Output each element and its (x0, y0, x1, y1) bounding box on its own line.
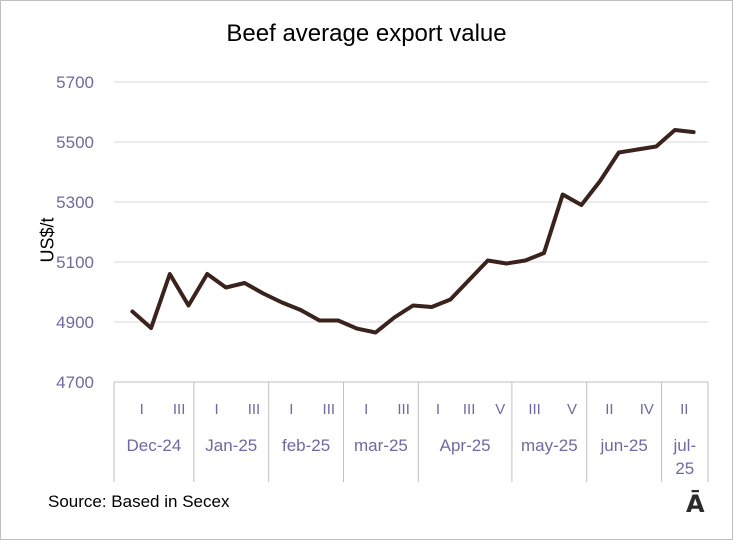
data-point (336, 319, 340, 322)
x-tick-label: IV (640, 401, 654, 418)
x-tick-label: II (605, 401, 613, 418)
data-point (280, 301, 284, 304)
data-point (374, 331, 378, 334)
y-tick-label: 5500 (56, 133, 94, 152)
x-group-label: may-25 (521, 436, 578, 455)
x-group-label: feb-25 (282, 436, 330, 455)
chart-title: Beef average export value (226, 20, 507, 47)
x-tick-label: III (397, 401, 410, 418)
data-point (186, 304, 190, 307)
data-point (542, 251, 546, 255)
data-point (205, 272, 209, 276)
x-tick-label: I (364, 401, 368, 418)
data-point (486, 259, 490, 262)
series-line (130, 128, 696, 335)
x-group-label: mar-25 (354, 436, 408, 455)
data-point (523, 259, 527, 262)
y-tick-label: 5700 (56, 73, 94, 92)
data-point (561, 193, 565, 196)
data-point (243, 281, 247, 285)
y-tick-label: 4700 (56, 373, 94, 392)
x-group-label: jul- (672, 436, 696, 455)
x-tick-label: I (436, 401, 440, 418)
x-tick-label: III (463, 401, 476, 418)
data-point (448, 298, 452, 301)
data-point (505, 262, 509, 265)
x-tick-label: I (140, 401, 144, 418)
x-tick-label: V (567, 401, 577, 418)
y-tick-label: 5100 (56, 253, 94, 272)
data-point (617, 151, 621, 154)
data-point (654, 145, 658, 148)
data-point (130, 310, 134, 313)
data-point (579, 203, 583, 207)
data-point (411, 304, 415, 307)
x-tick-label: I (214, 401, 218, 418)
data-point (673, 128, 677, 132)
data-point (149, 326, 153, 330)
data-point (598, 179, 602, 183)
y-tick-label: 4900 (56, 313, 94, 332)
data-point (392, 316, 396, 319)
data-point (692, 130, 696, 134)
data-point (355, 327, 359, 331)
x-tick-label: V (495, 401, 505, 418)
x-tick-label: II (680, 401, 688, 418)
data-point (168, 272, 172, 276)
data-point (467, 278, 471, 282)
x-group-label: Apr-25 (440, 436, 491, 455)
x-tick-label: I (289, 401, 293, 418)
x-tick-label: III (173, 401, 186, 418)
x-group-label: Dec-24 (127, 436, 182, 455)
data-point (224, 286, 228, 289)
data-point (299, 308, 303, 312)
x-tick-label: III (323, 401, 336, 418)
x-group-label: 25 (675, 459, 694, 478)
x-group-label: Jan-25 (205, 436, 257, 455)
data-point (317, 319, 321, 322)
source-note: Source: Based in Secex (48, 492, 230, 511)
y-tick-label: 5300 (56, 193, 94, 212)
x-tick-label: III (528, 401, 541, 418)
x-group-label: jun-25 (600, 436, 648, 455)
data-point (636, 148, 640, 151)
brand-logo: Ā (686, 490, 705, 518)
x-tick-label: III (248, 401, 261, 418)
data-point (261, 292, 265, 295)
data-point (430, 305, 434, 309)
